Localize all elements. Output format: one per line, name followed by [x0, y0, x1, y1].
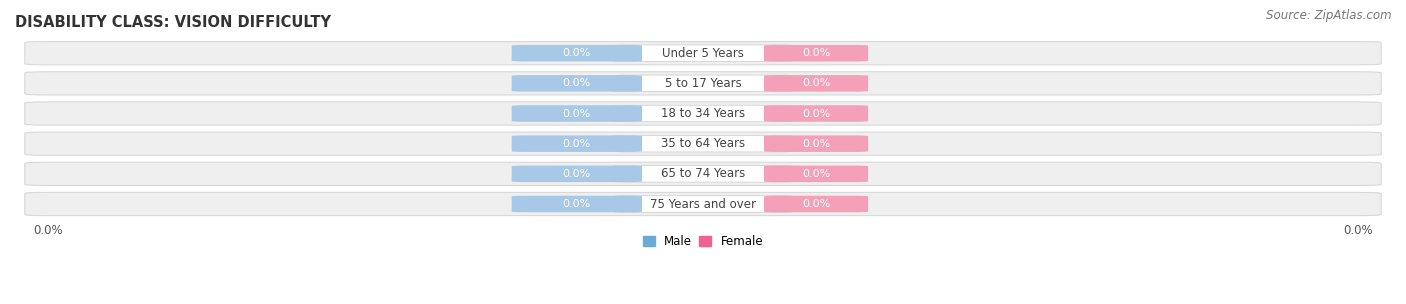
Text: DISABILITY CLASS: VISION DIFFICULTY: DISABILITY CLASS: VISION DIFFICULTY — [15, 15, 330, 30]
FancyBboxPatch shape — [25, 72, 1381, 95]
FancyBboxPatch shape — [763, 196, 868, 212]
FancyBboxPatch shape — [613, 45, 793, 61]
Text: 5 to 17 Years: 5 to 17 Years — [665, 77, 741, 90]
Text: 0.0%: 0.0% — [801, 169, 830, 179]
Text: 0.0%: 0.0% — [562, 139, 591, 149]
FancyBboxPatch shape — [763, 135, 868, 152]
Text: 0.0%: 0.0% — [562, 78, 591, 88]
FancyBboxPatch shape — [25, 192, 1381, 216]
Text: 0.0%: 0.0% — [562, 169, 591, 179]
FancyBboxPatch shape — [613, 105, 793, 122]
Text: 0.0%: 0.0% — [801, 48, 830, 58]
FancyBboxPatch shape — [25, 132, 1381, 155]
FancyBboxPatch shape — [613, 166, 793, 182]
Text: 0.0%: 0.0% — [562, 199, 591, 209]
Text: Under 5 Years: Under 5 Years — [662, 47, 744, 60]
FancyBboxPatch shape — [512, 45, 643, 61]
Text: 65 to 74 Years: 65 to 74 Years — [661, 167, 745, 180]
Text: 35 to 64 Years: 35 to 64 Years — [661, 137, 745, 150]
FancyBboxPatch shape — [25, 102, 1381, 125]
FancyBboxPatch shape — [613, 75, 793, 92]
Text: 0.0%: 0.0% — [801, 78, 830, 88]
FancyBboxPatch shape — [512, 196, 643, 212]
FancyBboxPatch shape — [512, 135, 643, 152]
Text: 0.0%: 0.0% — [562, 48, 591, 58]
FancyBboxPatch shape — [512, 166, 643, 182]
FancyBboxPatch shape — [613, 196, 793, 212]
Text: 0.0%: 0.0% — [801, 109, 830, 119]
FancyBboxPatch shape — [613, 135, 793, 152]
FancyBboxPatch shape — [25, 42, 1381, 65]
Legend: Male, Female: Male, Female — [638, 230, 768, 253]
Text: 75 Years and over: 75 Years and over — [650, 198, 756, 210]
Text: 0.0%: 0.0% — [801, 139, 830, 149]
FancyBboxPatch shape — [763, 75, 868, 92]
Text: 0.0%: 0.0% — [562, 109, 591, 119]
FancyBboxPatch shape — [763, 105, 868, 122]
Text: 18 to 34 Years: 18 to 34 Years — [661, 107, 745, 120]
Text: Source: ZipAtlas.com: Source: ZipAtlas.com — [1267, 9, 1392, 22]
Text: 0.0%: 0.0% — [801, 199, 830, 209]
FancyBboxPatch shape — [763, 45, 868, 61]
FancyBboxPatch shape — [512, 105, 643, 122]
FancyBboxPatch shape — [25, 162, 1381, 185]
FancyBboxPatch shape — [763, 166, 868, 182]
FancyBboxPatch shape — [512, 75, 643, 92]
